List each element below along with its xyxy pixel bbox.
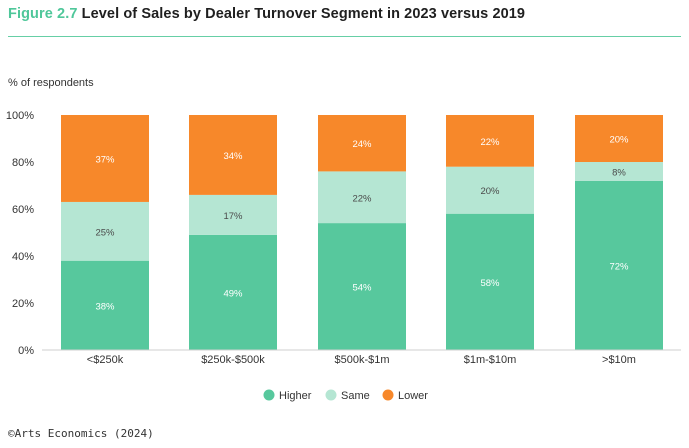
bar-segment-lower bbox=[61, 115, 149, 202]
bar-segment-same bbox=[318, 171, 406, 224]
y-tick-label: 0% bbox=[18, 345, 34, 357]
x-tick-label: $1m-$10m bbox=[464, 354, 517, 366]
title-divider bbox=[8, 36, 681, 37]
data-label: 8% bbox=[612, 167, 626, 178]
legend-marker-higher bbox=[263, 389, 275, 401]
bar-segment-same bbox=[61, 201, 149, 261]
bar-segment-higher bbox=[575, 180, 663, 350]
y-axis-label: % of respondents bbox=[8, 77, 94, 89]
bar-segment-lower bbox=[575, 115, 663, 162]
legend-marker-same bbox=[325, 389, 337, 401]
legend-label-lower: Lower bbox=[398, 390, 428, 402]
bar-segment-higher bbox=[446, 213, 534, 350]
figure-title: Level of Sales by Dealer Turnover Segmen… bbox=[81, 6, 526, 22]
data-label: 37% bbox=[95, 154, 115, 165]
data-label: 49% bbox=[223, 288, 243, 299]
data-label: 72% bbox=[609, 261, 629, 272]
data-label: 25% bbox=[95, 227, 115, 238]
bar-segment-higher bbox=[61, 260, 149, 350]
bar-segment-same bbox=[189, 194, 277, 235]
data-label: 22% bbox=[352, 193, 372, 204]
legend-marker-lower bbox=[382, 389, 394, 401]
y-tick-label: 100% bbox=[6, 110, 34, 122]
source-note: ©Arts Economics (2024) bbox=[8, 427, 154, 440]
bar-segment-lower bbox=[446, 115, 534, 167]
data-label: 24% bbox=[352, 139, 372, 150]
figure-number: Figure 2.7 bbox=[8, 6, 78, 22]
x-tick-label: >$10m bbox=[602, 354, 636, 366]
bar-segment-lower bbox=[318, 115, 406, 172]
data-label: 58% bbox=[480, 278, 500, 289]
legend-label-same: Same bbox=[341, 390, 370, 402]
bar-segment-same bbox=[446, 166, 534, 214]
y-tick-label: 20% bbox=[12, 298, 34, 310]
y-tick-label: 80% bbox=[12, 157, 34, 169]
bar-segment-higher bbox=[318, 223, 406, 350]
data-label: 54% bbox=[352, 283, 372, 294]
y-tick-label: 40% bbox=[12, 251, 34, 263]
data-label: 20% bbox=[609, 135, 629, 146]
x-tick-label: <$250k bbox=[87, 354, 124, 366]
bar-segment-lower bbox=[189, 115, 277, 195]
data-label: 38% bbox=[95, 301, 115, 312]
legend-label-higher: Higher bbox=[279, 390, 312, 402]
data-label: 22% bbox=[480, 137, 500, 148]
bar-segment-same bbox=[575, 162, 663, 181]
x-tick-label: $250k-$500k bbox=[201, 354, 265, 366]
chart-title: Figure 2.7 Level of Sales by Dealer Turn… bbox=[8, 6, 525, 22]
data-label: 20% bbox=[480, 186, 500, 197]
data-label: 34% bbox=[223, 151, 243, 162]
y-tick-label: 60% bbox=[12, 204, 34, 216]
bar-segment-higher bbox=[189, 234, 277, 350]
x-tick-label: $500k-$1m bbox=[334, 354, 389, 366]
data-label: 17% bbox=[223, 211, 243, 222]
